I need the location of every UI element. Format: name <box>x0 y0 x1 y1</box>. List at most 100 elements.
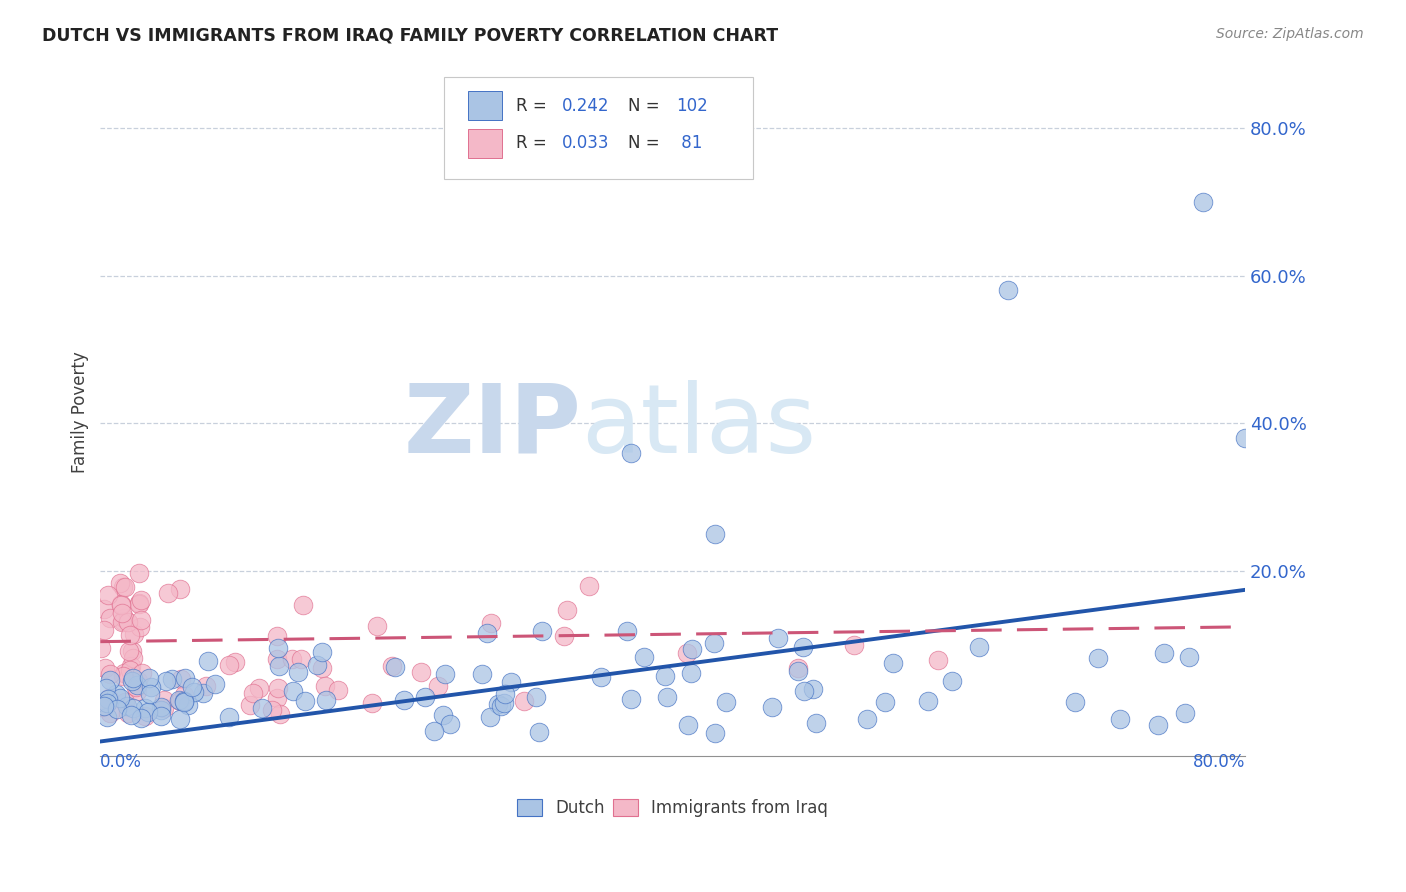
Point <box>1146 718 1168 732</box>
Point <box>787 660 810 674</box>
Point <box>873 695 896 709</box>
Point <box>224 655 246 669</box>
Point <box>703 726 725 740</box>
Text: 0.0%: 0.0% <box>100 753 142 771</box>
Point <box>98 706 121 720</box>
Point <box>110 598 132 612</box>
Point <box>122 700 145 714</box>
Point <box>218 657 240 672</box>
Point <box>512 694 534 708</box>
Point <box>149 703 172 717</box>
Point <box>804 716 827 731</box>
Point <box>139 687 162 701</box>
Point <box>262 703 284 717</box>
Point <box>530 624 553 638</box>
Text: 81: 81 <box>676 135 703 153</box>
Point <box>120 628 142 642</box>
Point <box>681 642 703 657</box>
Point <box>181 681 204 695</box>
Point <box>856 712 879 726</box>
Text: N =: N = <box>628 96 665 115</box>
Text: 102: 102 <box>676 96 707 115</box>
Point <box>111 614 134 628</box>
Point <box>384 660 406 674</box>
Point <box>494 687 516 701</box>
Point <box>1192 194 1215 209</box>
Text: atlas: atlas <box>581 380 817 473</box>
Point <box>98 667 121 681</box>
Point <box>155 674 177 689</box>
Point <box>122 671 145 685</box>
Point <box>173 695 195 709</box>
Point <box>173 671 195 685</box>
Point <box>94 661 117 675</box>
Point <box>524 690 547 705</box>
Point <box>250 701 273 715</box>
Point <box>486 697 509 711</box>
Point <box>471 667 494 681</box>
Point <box>479 616 502 631</box>
Point <box>529 725 551 739</box>
Point <box>93 623 115 637</box>
Point <box>131 665 153 680</box>
Point <box>204 677 226 691</box>
Point <box>266 691 288 706</box>
Point <box>169 672 191 686</box>
Point <box>111 669 134 683</box>
Point <box>139 680 162 694</box>
Point <box>294 694 316 708</box>
Point <box>197 654 219 668</box>
FancyBboxPatch shape <box>468 129 502 158</box>
Point <box>1177 650 1199 665</box>
Point <box>118 644 141 658</box>
Point <box>121 650 143 665</box>
Point <box>792 640 814 655</box>
Point <box>291 598 314 612</box>
Point <box>160 672 183 686</box>
Point <box>311 661 333 675</box>
Point <box>156 585 179 599</box>
Point <box>152 693 174 707</box>
Point <box>97 691 120 706</box>
Point <box>136 705 159 719</box>
Point <box>479 710 502 724</box>
Point <box>423 723 446 738</box>
Point <box>411 665 433 679</box>
Point <box>477 625 499 640</box>
Point <box>134 701 156 715</box>
Point <box>93 699 115 714</box>
Point <box>114 580 136 594</box>
Point <box>98 673 121 687</box>
Point <box>93 602 115 616</box>
Point <box>117 615 139 630</box>
Point <box>997 284 1019 298</box>
Point <box>134 709 156 723</box>
Point <box>269 659 291 673</box>
Text: DUTCH VS IMMIGRANTS FROM IRAQ FAMILY POVERTY CORRELATION CHART: DUTCH VS IMMIGRANTS FROM IRAQ FAMILY POV… <box>42 27 779 45</box>
Text: R =: R = <box>516 135 551 153</box>
Point <box>127 684 149 698</box>
Y-axis label: Family Poverty: Family Poverty <box>72 351 89 474</box>
Point <box>307 658 329 673</box>
Point <box>90 640 112 655</box>
Point <box>242 686 264 700</box>
Point <box>120 659 142 673</box>
Point <box>127 674 149 689</box>
Point <box>1233 431 1256 445</box>
Point <box>100 610 122 624</box>
Point <box>553 629 575 643</box>
Point <box>489 699 512 714</box>
Point <box>616 624 638 638</box>
Text: Source: ZipAtlas.com: Source: ZipAtlas.com <box>1216 27 1364 41</box>
Point <box>128 597 150 611</box>
Point <box>675 646 697 660</box>
Text: R =: R = <box>516 96 551 115</box>
Point <box>267 681 290 695</box>
Point <box>120 707 142 722</box>
Point <box>177 698 200 713</box>
Point <box>114 695 136 709</box>
Point <box>239 698 262 712</box>
Point <box>169 712 191 726</box>
Point <box>104 687 127 701</box>
Point <box>290 652 312 666</box>
